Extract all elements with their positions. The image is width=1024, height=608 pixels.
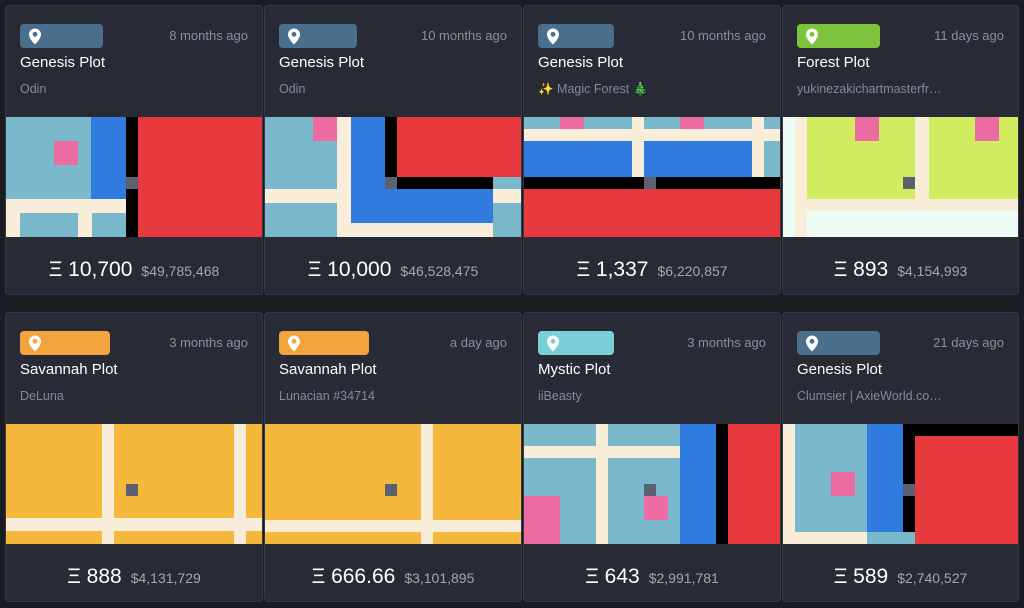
coordinates-text: -36, -7 (566, 335, 604, 351)
map-pin-icon (288, 335, 300, 351)
coordinates-badge: -9, -30 (538, 24, 614, 48)
listing-time: 3 months ago (687, 335, 766, 350)
listing-time: 8 months ago (169, 28, 248, 43)
plot-type-title: Mystic Plot (538, 361, 611, 378)
price: Ξ 10,700 $49,785,468 (6, 258, 262, 282)
price-eth: Ξ 666.66 (311, 565, 396, 588)
listing-time: 21 days ago (933, 335, 1004, 350)
price-eth: Ξ 1,337 (576, 258, 649, 281)
plot-type-title: Forest Plot (797, 54, 870, 71)
price-usd: $4,131,729 (130, 570, 201, 586)
plot-thumbnail (265, 424, 521, 544)
coordinates-badge: -30, -25 (797, 331, 880, 355)
land-card[interactable]: -9, -30 10 months ago Genesis Plot ✨ Mag… (523, 5, 781, 295)
listing-time: 10 months ago (679, 28, 766, 43)
map-pin-icon (547, 335, 559, 351)
land-card[interactable]: -30, -25 21 days ago Genesis Plot Clumsi… (782, 312, 1019, 602)
coordinates-text: -30, -23 (48, 28, 93, 44)
price-eth: Ξ 589 (833, 565, 889, 588)
coordinates-text: -139, -64 (48, 335, 101, 351)
plot-type-title: Genesis Plot (538, 54, 624, 71)
price: Ξ 1,337 $6,220,857 (524, 258, 780, 282)
price: Ξ 888 $4,131,729 (6, 565, 262, 589)
plot-type-title: Savannah Plot (279, 361, 377, 378)
price-usd: $4,154,993 (897, 263, 968, 279)
price-usd: $2,991,781 (648, 570, 719, 586)
map-pin-icon (288, 28, 300, 44)
map-pin-icon (806, 335, 818, 351)
coordinates-badge: -36, -7 (538, 331, 614, 355)
coordinates-badge: -84, -144 (279, 331, 370, 355)
map-pin-icon (29, 335, 41, 351)
price: Ξ 589 $2,740,527 (783, 565, 1018, 589)
owner-name: Clumsier | AxieWorld.co… (797, 389, 942, 403)
land-card[interactable]: -30, -23 8 months ago Genesis Plot Odin … (5, 5, 263, 295)
price-usd: $2,740,527 (897, 570, 968, 586)
coordinates-badge: -30, 30 (279, 24, 358, 48)
land-card[interactable]: -30, 30 10 months ago Genesis Plot Odin … (264, 5, 522, 295)
land-card[interactable]: -36, -7 3 months ago Mystic Plot iiBeast… (523, 312, 781, 602)
plot-thumbnail (6, 424, 262, 544)
listing-time: 11 days ago (934, 28, 1004, 43)
price-usd: $6,220,857 (657, 263, 728, 279)
owner-name: iiBeasty (538, 389, 582, 403)
coordinates-badge: -30, -23 (20, 24, 103, 48)
price-usd: $49,785,468 (141, 263, 220, 279)
coordinates-text: -62, -71 (825, 28, 870, 44)
coordinates-badge: -62, -71 (797, 24, 880, 48)
plot-thumbnail (524, 117, 780, 237)
plot-type-title: Genesis Plot (279, 54, 365, 71)
owner-name: Odin (20, 82, 47, 96)
price: Ξ 893 $4,154,993 (783, 258, 1018, 282)
owner-name: yukinezakichartmasterfr… (797, 82, 942, 96)
owner-name: ✨ Magic Forest 🎄 (538, 82, 649, 96)
coordinates-text: -84, -144 (307, 335, 360, 351)
price: Ξ 643 $2,991,781 (524, 565, 780, 589)
plot-type-title: Savannah Plot (20, 361, 118, 378)
land-card[interactable]: -62, -71 11 days ago Forest Plot yukinez… (782, 5, 1019, 295)
map-pin-icon (547, 28, 559, 44)
price-eth: Ξ 10,000 (307, 258, 392, 281)
listing-time: 10 months ago (420, 28, 507, 43)
plot-thumbnail (524, 424, 780, 544)
price-usd: $3,101,895 (404, 570, 475, 586)
plot-thumbnail (783, 117, 1018, 237)
price-eth: Ξ 888 (67, 565, 122, 588)
price-eth: Ξ 893 (833, 258, 889, 281)
plot-thumbnail (265, 117, 521, 237)
price: Ξ 666.66 $3,101,895 (265, 565, 521, 589)
coordinates-text: -9, -30 (566, 28, 604, 44)
map-pin-icon (806, 28, 818, 44)
owner-name: Odin (279, 82, 306, 96)
plot-type-title: Genesis Plot (797, 361, 883, 378)
listing-time: a day ago (449, 335, 507, 350)
map-pin-icon (29, 28, 41, 44)
land-card[interactable]: -84, -144 a day ago Savannah Plot Lunaci… (264, 312, 522, 602)
listing-time: 3 months ago (169, 335, 248, 350)
price-usd: $46,528,475 (400, 263, 479, 279)
price: Ξ 10,000 $46,528,475 (265, 258, 521, 282)
plot-type-title: Genesis Plot (20, 54, 106, 71)
coordinates-badge: -139, -64 (20, 331, 111, 355)
owner-name: Lunacian #34714 (279, 389, 375, 403)
land-card[interactable]: -139, -64 3 months ago Savannah Plot DeL… (5, 312, 263, 602)
owner-name: DeLuna (20, 389, 64, 403)
plot-thumbnail (6, 117, 262, 237)
plot-thumbnail (783, 424, 1018, 544)
price-eth: Ξ 643 (585, 565, 640, 588)
coordinates-text: -30, -25 (825, 335, 870, 351)
price-eth: Ξ 10,700 (48, 258, 133, 281)
coordinates-text: -30, 30 (307, 28, 348, 44)
